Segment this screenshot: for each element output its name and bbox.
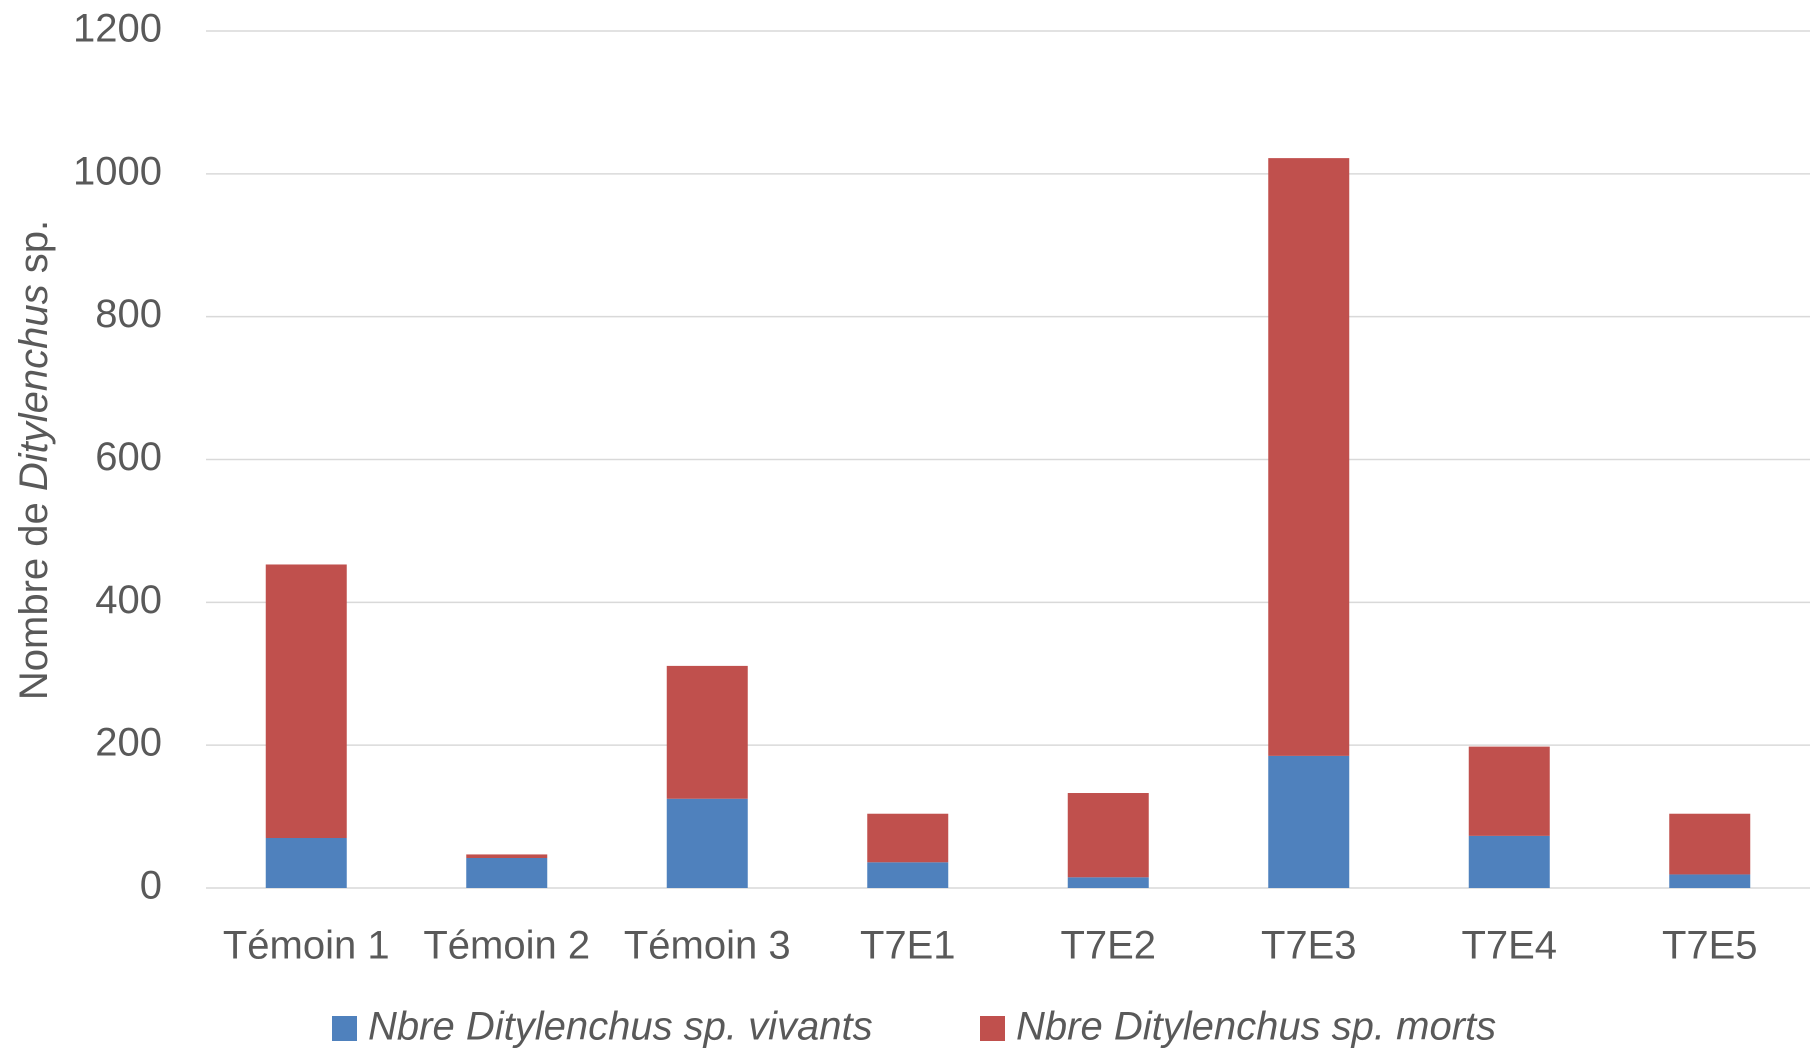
legend-swatch bbox=[980, 1016, 1005, 1041]
bar-segment bbox=[265, 564, 347, 839]
legend-label: Nbre Ditylenchus sp. vivants bbox=[368, 1005, 873, 1049]
x-tick-label: Témoin 1 bbox=[223, 924, 390, 968]
bar-segment bbox=[1268, 158, 1350, 756]
y-tick-label: 0 bbox=[140, 864, 162, 908]
y-tick-label: 600 bbox=[95, 435, 162, 479]
bar-segment bbox=[265, 838, 347, 888]
legend-label: Nbre Ditylenchus sp. morts bbox=[1016, 1005, 1496, 1049]
y-label-part: Ditylenchus bbox=[12, 284, 56, 491]
bar-segment bbox=[1067, 793, 1149, 878]
y-tick-label: 1000 bbox=[73, 149, 162, 193]
bar-segment bbox=[666, 665, 748, 799]
bar-segment bbox=[1468, 835, 1550, 888]
bar-segment bbox=[666, 798, 748, 888]
bar-segment bbox=[867, 862, 949, 888]
bar-segment bbox=[1268, 755, 1350, 888]
bar-segment bbox=[466, 858, 548, 888]
y-tick-label: 800 bbox=[95, 292, 162, 336]
x-tick-label: T7E5 bbox=[1662, 924, 1758, 968]
y-label-part: sp. bbox=[12, 220, 56, 284]
y-axis-label: Nombre de Ditylenchus sp. bbox=[12, 220, 56, 700]
y-tick-label: 1200 bbox=[73, 7, 162, 51]
bar-segment bbox=[867, 813, 949, 863]
x-tick-label: T7E2 bbox=[1060, 924, 1156, 968]
x-tick-label: Témoin 2 bbox=[423, 924, 590, 968]
x-tick-label: T7E1 bbox=[860, 924, 956, 968]
legend-swatch bbox=[332, 1016, 357, 1041]
bar-segment bbox=[1669, 874, 1751, 888]
x-tick-label: T7E3 bbox=[1261, 924, 1357, 968]
y-label-part: Nombre de bbox=[12, 491, 56, 700]
bar-segment bbox=[466, 854, 548, 859]
x-tick-label: T7E4 bbox=[1461, 924, 1557, 968]
bar-segment bbox=[1067, 877, 1149, 888]
bar-segment bbox=[1669, 813, 1751, 875]
bar-segment bbox=[1468, 746, 1550, 836]
x-tick-label: Témoin 3 bbox=[624, 924, 791, 968]
y-tick-label: 200 bbox=[95, 721, 162, 765]
y-tick-label: 400 bbox=[95, 578, 162, 622]
